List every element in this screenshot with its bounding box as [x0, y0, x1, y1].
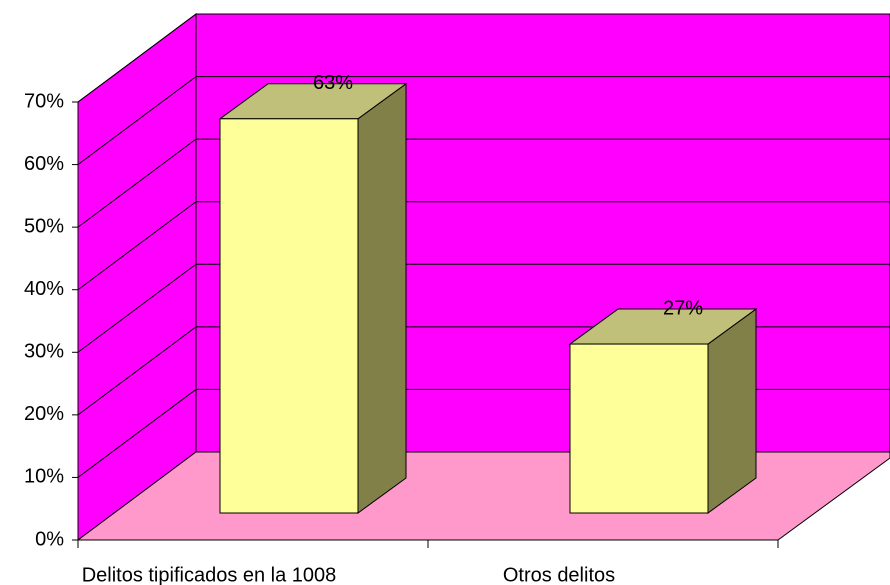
- y-tick-label: 40%: [24, 278, 64, 300]
- x-tick-label: Delitos tipificados en la 1008: [82, 564, 337, 585]
- y-tick-label: 70%: [24, 90, 64, 112]
- bar: [569, 343, 709, 514]
- grid-line: [77, 76, 890, 165]
- x-tick-label: Otros delitos: [503, 564, 615, 585]
- grid-line: [77, 13, 890, 103]
- grid-line: [77, 263, 890, 353]
- grid-line: [77, 138, 890, 228]
- y-tick-label: 20%: [24, 403, 64, 425]
- floor: [76, 451, 890, 541]
- value-label: 63%: [313, 72, 353, 94]
- bar-side: [707, 308, 757, 514]
- grid-line: [77, 201, 890, 291]
- y-tick-label: 10%: [24, 466, 64, 488]
- y-tick-label: 50%: [24, 215, 64, 237]
- value-label: 27%: [663, 297, 703, 319]
- y-tick-label: 0%: [35, 528, 64, 550]
- y-tick-label: 60%: [24, 153, 64, 175]
- y-tick-label: 30%: [24, 341, 64, 363]
- bar: [219, 118, 359, 514]
- bar-side: [357, 82, 407, 514]
